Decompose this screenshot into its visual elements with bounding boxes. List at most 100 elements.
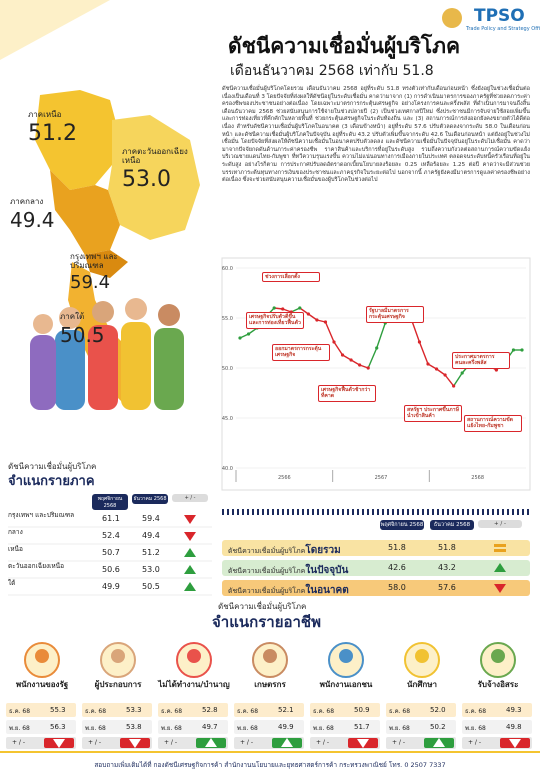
trend-segment [427,363,437,370]
annotation: เศรษฐกิจฟื้นตัวช้ากว่าที่คาด [318,385,376,402]
annotation: ประกาศมาตรการคนละครึ่งพลัส [452,352,510,369]
occupation-cell [462,720,532,734]
trend-point [238,336,242,340]
trend-segment [324,321,335,343]
trend-point [246,332,251,336]
year-label: 2568 [471,475,484,481]
down-arrow [509,739,521,748]
region-row-name: ตะวันออกเฉียงเหนือ [8,562,65,570]
occupation-period: พ.ย. 68 [9,725,30,732]
region-value: 59.4 [70,272,111,293]
down-arrow [357,739,369,748]
region-nov: 50.6 [102,565,120,574]
map-north [35,90,118,190]
up-arrow [281,738,293,747]
up-arrow [494,563,506,572]
occupation-value: 49.8 [506,723,522,731]
person-head [59,307,81,329]
occupation-change-label: + / - [164,739,178,746]
occupation-period: พ.ย. 68 [389,725,410,732]
region-dec: 53.0 [142,565,160,574]
occupation-period: ธ.ค. 68 [161,708,183,715]
trend-point [375,346,379,350]
occupation-period: ธ.ค. 68 [9,708,31,715]
index-header: ธันวาคม 2568 [430,520,474,530]
occupation-value: 52.1 [278,706,294,714]
index-row [222,560,530,576]
region-caption: ดัชนีความเชื่อมั่นผู้บริโภค [8,462,97,471]
trend-point [434,367,439,371]
occupation-cell [234,720,304,734]
year-label: 2567 [375,475,388,481]
people-illustration [30,298,184,410]
region-name: ภาคตะวันออกเฉียงเหนือ [122,147,188,165]
occupation-change-label: + / - [392,739,406,746]
occupation-name: พนักงานของรัฐ [15,680,69,689]
occupation-cell [386,703,456,717]
occupation-change-label: + / - [240,739,254,746]
occupation-icon-head [415,649,429,663]
trend-point [417,340,422,344]
index-header: + / - [478,520,522,528]
index-label: ดัชนีความเชื่อมั่นผู้บริโภคโดยรวม [228,543,341,558]
down-arrow [494,584,506,593]
occupation-period: พ.ย. 68 [85,725,106,732]
occupation-value: 52.0 [430,706,446,714]
trend-segment [444,374,455,387]
occupation-period: ธ.ค. 68 [85,708,107,715]
up-arrow [184,548,196,557]
occupation-icon-head [339,649,353,663]
occupation-icon-head [491,649,505,663]
up-arrow [184,582,196,591]
occupation-period: พ.ย. 68 [161,725,182,732]
region-row-name: เหนือ [8,545,23,553]
occupation-cell [310,703,380,717]
seal [442,8,462,28]
region-nov: 49.9 [102,582,120,591]
trend-point [298,306,302,310]
logo: TPSO [474,6,525,26]
person-head [92,301,114,323]
trend-point [460,371,464,375]
trend-point [315,318,319,322]
trend-segment [342,354,352,361]
person [154,328,184,410]
equal-sign [494,549,506,552]
occupation-icon-head [35,649,49,663]
trend-point [443,373,447,377]
region-title: จำแนกรายภาค [8,474,95,489]
occupation-value: 52.8 [202,706,218,714]
corner-deco [0,0,110,60]
index-label: ดัชนีความเชื่อมั่นผู้บริโภคในปัจจุบัน [228,563,348,578]
occupation-change-label: + / - [88,739,102,746]
occupation-icon-head [263,649,277,663]
occupation-period: ธ.ค. 68 [313,708,335,715]
y-tick-label: 60.0 [222,266,233,272]
y-tick-label: 40.0 [222,466,233,472]
map-central [50,170,120,255]
annotation: ช่วงการเลือกตั้ง [262,272,320,283]
occupation-value: 49.3 [506,706,522,714]
person [121,322,151,410]
occupation-value: 51.7 [354,723,370,731]
y-tick-label: 45.0 [222,416,233,422]
index-label-emphasis: ในปัจจุบัน [305,565,349,576]
occupation-cell [82,703,152,717]
index-nov: 42.6 [388,563,406,572]
person [88,325,118,410]
title: ดัชนีความเชื่อมั่นผู้บริโภค [228,34,461,58]
occupation-caption: ดัชนีความเชื่อมั่นผู้บริโภค [218,602,307,611]
index-dec: 51.8 [438,543,456,552]
summary-text: ดัชนีความเชื่อมั่นผู้บริโภคโดยรวม เดือนธ… [222,86,530,184]
map-bangkok [85,250,128,278]
region-nov: 52.4 [102,531,120,540]
occupation-value: 53.3 [126,706,142,714]
person-head [33,314,53,334]
trend-point [323,320,328,324]
occupation-change-label: + / - [468,739,482,746]
trend-segment [350,359,360,366]
index-label-emphasis: โดยรวม [305,545,341,556]
index-row [222,580,530,596]
